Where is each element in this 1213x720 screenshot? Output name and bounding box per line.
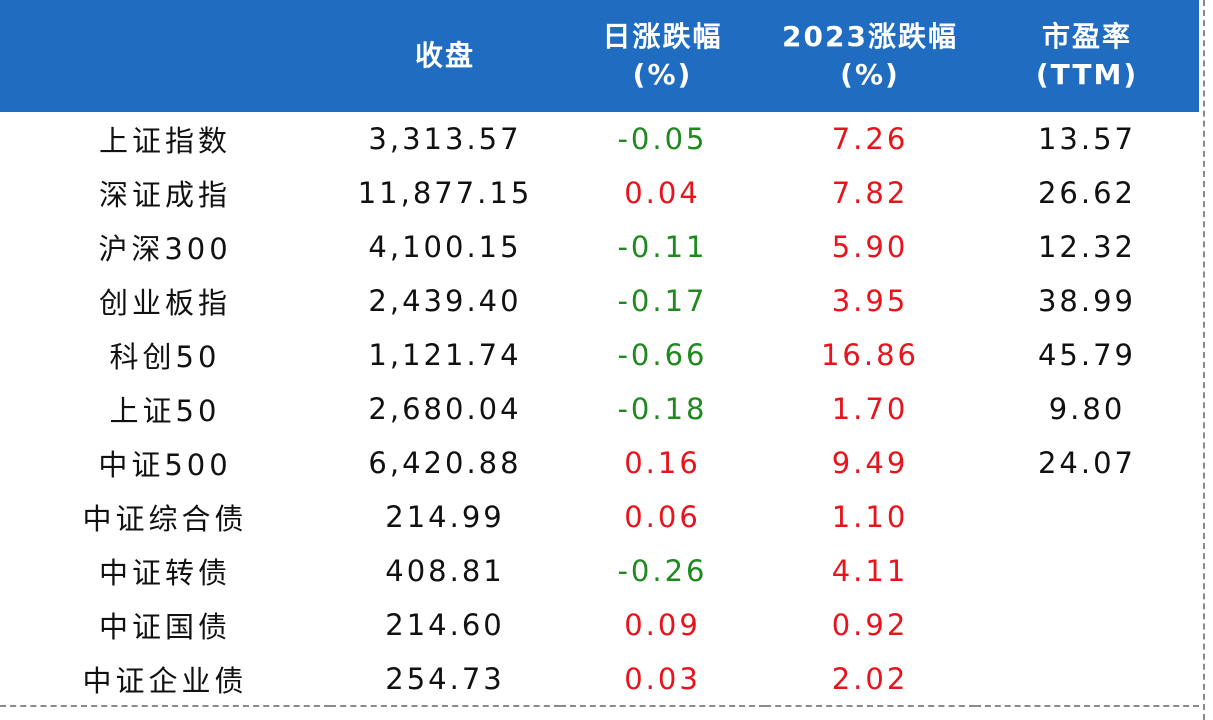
- pe-value: 45.79: [1037, 338, 1137, 372]
- index-name: 上证指数: [98, 124, 231, 158]
- daily-change-value: -0.66: [617, 338, 708, 372]
- header-ytd-change-line2: (%): [840, 58, 900, 91]
- table-body: 上证指数 3,313.57 -0.05 7.26 13.57 深证成指 11,8…: [0, 112, 1199, 707]
- daily-change-value: 0.03: [560, 652, 765, 707]
- close-value: 254.73: [330, 652, 560, 707]
- header-pe: 市盈率 (TTM): [975, 0, 1199, 112]
- pe-value: 38.99: [1037, 284, 1137, 318]
- market-index-table: 收盘 日涨跌幅 (%) 2023涨跌幅 (%) 市盈率 (TTM) 上证指数: [0, 0, 1199, 707]
- ytd-change-value: 16.86: [820, 338, 920, 372]
- index-name: 深证成指: [98, 178, 231, 212]
- daily-change-value: 0.06: [624, 500, 701, 534]
- table-row: 中证500 6,420.88 0.16 9.49 24.07: [0, 436, 1199, 490]
- table-row: 上证50 2,680.04 -0.18 1.70 9.80: [0, 382, 1199, 436]
- header-daily-change-line1: 日涨跌幅: [602, 20, 723, 53]
- table-row: 沪深300 4,100.15 -0.11 5.90 12.32: [0, 220, 1199, 274]
- daily-change-value: -0.18: [617, 392, 708, 426]
- ytd-change-value: 1.70: [831, 392, 909, 426]
- daily-change-value: -0.26: [617, 554, 708, 588]
- ytd-change-value: 2.02: [765, 652, 975, 707]
- close-value: 1,121.74: [368, 338, 522, 372]
- pe-value: [975, 652, 1199, 707]
- page-edge-dashed-line: [1203, 0, 1205, 720]
- close-value: 2,680.04: [368, 392, 522, 426]
- index-name: 沪深300: [98, 232, 232, 266]
- header-pe-line1: 市盈率: [1041, 20, 1132, 53]
- close-value: 214.60: [385, 608, 505, 642]
- ytd-change-value: 3.95: [831, 284, 909, 318]
- close-value: 6,420.88: [368, 446, 522, 480]
- table-header: 收盘 日涨跌幅 (%) 2023涨跌幅 (%) 市盈率 (TTM): [0, 0, 1199, 112]
- header-daily-change: 日涨跌幅 (%): [560, 0, 765, 112]
- pe-value: [975, 490, 1199, 544]
- pe-value: [975, 598, 1199, 652]
- table-row: 创业板指 2,439.40 -0.17 3.95 38.99: [0, 274, 1199, 328]
- close-value: 11,877.15: [357, 176, 533, 210]
- table-row: 科创50 1,121.74 -0.66 16.86 45.79: [0, 328, 1199, 382]
- index-name: 科创50: [109, 340, 221, 374]
- header-ytd-change-line1: 2023涨跌幅: [782, 20, 958, 53]
- index-name: 中证国债: [98, 610, 231, 644]
- daily-change-value: 0.09: [624, 608, 701, 642]
- daily-change-value: -0.05: [617, 122, 708, 156]
- ytd-change-value: 9.49: [831, 446, 909, 480]
- header-ytd-change: 2023涨跌幅 (%): [765, 0, 975, 112]
- close-value: 408.81: [385, 554, 505, 588]
- close-value: 2,439.40: [368, 284, 522, 318]
- header-close: 收盘: [330, 0, 560, 112]
- daily-change-value: -0.17: [617, 284, 708, 318]
- ytd-change-value: 7.82: [831, 176, 909, 210]
- index-name: 中证企业债: [0, 652, 330, 707]
- daily-change-value: 0.04: [624, 176, 701, 210]
- ytd-change-value: 4.11: [831, 554, 909, 588]
- close-value: 214.99: [385, 500, 505, 534]
- index-name: 中证500: [98, 448, 232, 482]
- ytd-change-value: 1.10: [831, 500, 909, 534]
- pe-value: 24.07: [1037, 446, 1137, 480]
- pe-value: 26.62: [1037, 176, 1137, 210]
- table-row: 中证企业债 254.73 0.03 2.02: [0, 652, 1199, 707]
- header-daily-change-line2: (%): [632, 58, 693, 91]
- index-name: 中证综合债: [82, 502, 248, 536]
- pe-value: 12.32: [1037, 230, 1137, 264]
- ytd-change-value: 0.92: [831, 608, 909, 642]
- header-pe-line2: (TTM): [1035, 58, 1139, 91]
- daily-change-value: 0.16: [624, 446, 701, 480]
- header-row: 收盘 日涨跌幅 (%) 2023涨跌幅 (%) 市盈率 (TTM): [0, 0, 1199, 112]
- header-index: [0, 0, 330, 112]
- close-value: 4,100.15: [368, 230, 522, 264]
- pe-value: 13.57: [1037, 122, 1137, 156]
- pe-value: 9.80: [1048, 392, 1126, 426]
- index-name: 上证50: [109, 394, 221, 428]
- table-row: 深证成指 11,877.15 0.04 7.82 26.62: [0, 166, 1199, 220]
- table-row: 中证综合债 214.99 0.06 1.10: [0, 490, 1199, 544]
- ytd-change-value: 7.26: [831, 122, 909, 156]
- table-row: 上证指数 3,313.57 -0.05 7.26 13.57: [0, 112, 1199, 166]
- ytd-change-value: 5.90: [831, 230, 909, 264]
- index-name: 中证转债: [98, 556, 231, 590]
- close-value: 3,313.57: [368, 122, 522, 156]
- index-name: 创业板指: [98, 286, 231, 320]
- daily-change-value: -0.11: [617, 230, 708, 264]
- table-row: 中证国债 214.60 0.09 0.92: [0, 598, 1199, 652]
- table-row: 中证转债 408.81 -0.26 4.11: [0, 544, 1199, 598]
- pe-value: [975, 544, 1199, 598]
- header-close-label: 收盘: [414, 39, 475, 72]
